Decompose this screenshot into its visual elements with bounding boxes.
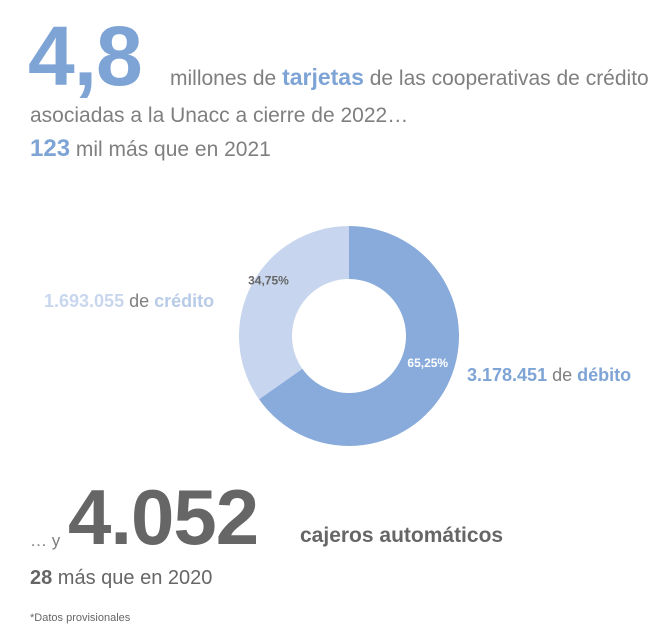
headline-line-2: asociadas a la Unacc a cierre de 2022… — [30, 104, 409, 127]
debit-value: 3.178.451 — [467, 365, 548, 385]
atm-prefix: … y — [30, 531, 61, 550]
credit-label: 1.693.055 de crédito — [44, 291, 214, 312]
headline-big-number: 4,8 — [28, 9, 143, 103]
atm-subline: 28 más que en 2020 — [30, 567, 212, 590]
donut-slice-débito — [259, 226, 459, 446]
donut-percent-label-débito: 65,25% — [407, 356, 448, 370]
headline-text-before: millones de — [170, 67, 283, 90]
atm-increase-number: 28 — [30, 567, 53, 589]
increase-number: 123 — [30, 135, 71, 162]
atm-increase-text: más que en 2020 — [52, 567, 213, 589]
credit-connector: de — [124, 291, 155, 311]
credit-value: 1.693.055 — [44, 291, 125, 311]
donut-slice-crédito — [239, 226, 349, 400]
atm-big-number: 4.052 — [68, 473, 259, 561]
headline-line-1: millones de tarjetas de las cooperativas… — [170, 64, 649, 91]
debit-label: 3.178.451 de débito — [467, 365, 631, 386]
donut-chart: 65,25% 34,75% — [239, 226, 459, 446]
debit-connector: de — [547, 365, 578, 385]
credit-word: crédito — [154, 291, 215, 311]
increase-text: mil más que en 2021 — [70, 138, 271, 161]
headline-highlight: tarjetas — [282, 64, 364, 90]
headline-line-3: 123 mil más que en 2021 — [30, 135, 271, 163]
footnote: *Datos provisionales — [30, 612, 131, 624]
headline-text-after: de las cooperativas de crédito — [363, 67, 649, 90]
donut-percent-label-crédito: 34,75% — [248, 273, 289, 287]
debit-word: débito — [577, 365, 632, 385]
atm-label: cajeros automáticos — [300, 524, 504, 547]
